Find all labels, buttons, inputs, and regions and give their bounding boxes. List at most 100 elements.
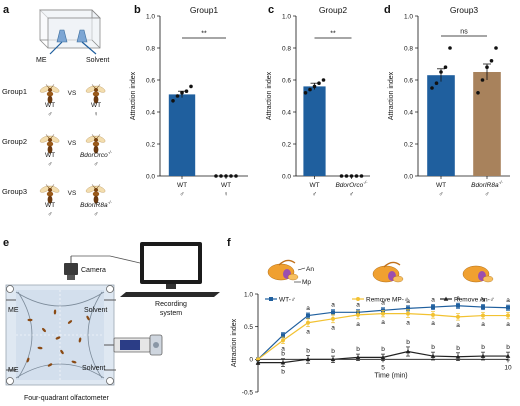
wasp-icon-5 — [85, 184, 106, 204]
wasp-antenna — [96, 134, 101, 139]
panel-d: d Group3 0.0 0.2 0.4 0.6 0.8 1.0 Attraction ind… — [384, 4, 510, 198]
wasp-icon-2 — [39, 134, 60, 154]
wasp-antenna — [96, 84, 101, 89]
y-tick-label: 0.0 — [146, 173, 155, 180]
significance-letter: b — [381, 346, 385, 353]
data-point — [306, 313, 310, 318]
y-tick-label: 0.2 — [146, 141, 155, 148]
group1-right-sex: ♀ — [94, 111, 99, 118]
wasp-thorax — [92, 191, 100, 197]
x-tick-text: WT — [309, 182, 319, 189]
wasp-head-illustrations — [267, 259, 494, 283]
group3-left-label: WT — [45, 202, 55, 209]
significance-letter: a — [381, 319, 385, 326]
group2-right-gene: BdorOrco — [80, 152, 108, 159]
data-point — [229, 174, 233, 178]
x-tick-sex: ♂ — [485, 191, 490, 198]
y-tick-label: 0.8 — [404, 45, 413, 52]
wasp-abdomen — [47, 195, 53, 204]
data-point — [434, 81, 439, 85]
panel-a: a ME Solvent Group1 Group2 Group3 WT ♂ V… — [2, 4, 113, 218]
panel-c-label: c — [268, 4, 274, 16]
wasp-head-2 — [462, 265, 494, 283]
x-tick-sex: ♂ — [312, 191, 317, 198]
data-point — [494, 46, 498, 50]
cube-flask-right — [76, 29, 88, 43]
wasp-icon-1 — [85, 84, 106, 104]
group1-vs: VS — [68, 90, 77, 97]
data-point — [506, 305, 510, 310]
wasp-antenna — [50, 184, 55, 189]
wasp-antenna — [50, 134, 55, 139]
y-tick-label: 0.6 — [404, 77, 413, 84]
significance-letter: b — [406, 339, 410, 346]
panel-b: b Group1 0.0 0.2 0.4 0.6 0.8 1.0 Attraction ind… — [130, 4, 248, 198]
wasp-antenna — [50, 84, 55, 89]
chart-title: Group2 — [319, 5, 348, 15]
wasp-abdomen — [93, 95, 99, 104]
wasp-icon-0 — [39, 84, 60, 104]
wasp-head — [94, 88, 98, 92]
x-tick-sex: ♂ — [349, 191, 354, 198]
arena-fly — [37, 346, 43, 350]
cube-illustration — [39, 9, 101, 49]
y-axis-label: Attraction index — [130, 71, 137, 120]
group1-right-label: WT — [91, 102, 101, 109]
significance-letter: a — [481, 321, 485, 328]
data-point — [303, 91, 308, 95]
wasp-mouthpart — [482, 275, 494, 283]
camera-label: Camera — [81, 267, 106, 274]
arena-fly — [71, 360, 77, 364]
x-tick-sex: ♂ — [180, 191, 185, 198]
data-point — [455, 354, 461, 359]
data-point — [312, 84, 317, 89]
wasp-head-1 — [372, 261, 404, 283]
solvent-top-label: Solvent — [84, 307, 107, 314]
data-point — [305, 356, 311, 362]
wasp-antenna — [45, 184, 50, 189]
group1-left-label: WT — [45, 102, 55, 109]
wasp-icon-4 — [39, 184, 60, 204]
y-tick-label: 1.0 — [404, 13, 413, 20]
data-point — [476, 91, 480, 95]
wasp-antenna — [91, 134, 96, 139]
y-axis-label: Attraction index — [231, 318, 238, 367]
wasp-icon-3 — [85, 134, 106, 154]
significance-letter: b — [506, 344, 510, 351]
x-tick-text: WT — [221, 182, 231, 189]
significance-letter: a — [456, 322, 460, 329]
wasp-abdomen — [93, 145, 99, 154]
y-tick-label: 0 — [249, 357, 253, 364]
wasp-head — [48, 88, 52, 92]
y-tick-label: 1.0 — [282, 13, 291, 20]
arena-fly — [53, 309, 57, 315]
data-point — [356, 312, 360, 317]
me-arrow — [49, 41, 63, 55]
significance-letter: a — [306, 305, 310, 312]
y-tick-label: 0.2 — [282, 141, 291, 148]
me-top-label: ME — [8, 307, 19, 314]
data-point — [506, 313, 510, 318]
wasp-antenna — [91, 184, 96, 189]
y-tick-label: -0.5 — [242, 389, 254, 396]
x-tick-sex: ♀ — [224, 191, 229, 198]
y-tick-label: 0.2 — [404, 141, 413, 148]
wasp-head-0 — [267, 259, 299, 281]
legend-marker — [269, 297, 273, 301]
x-tick-sex: ♂ — [439, 191, 444, 198]
arena-fly — [60, 349, 64, 355]
panel-b-label: b — [134, 4, 141, 16]
legend-label: WT-♂ — [279, 296, 296, 303]
arena-fly — [86, 315, 90, 321]
data-point — [489, 59, 494, 63]
wasp-head — [48, 138, 52, 142]
data-point — [405, 349, 411, 354]
significance-letter: a — [481, 296, 485, 303]
data-point — [481, 313, 485, 318]
significance-letter: a — [331, 325, 335, 332]
wasp-pointer-an — [297, 267, 306, 271]
significance-letter: b — [281, 351, 285, 358]
significance-letter: b — [456, 345, 460, 352]
data-point — [430, 86, 434, 90]
